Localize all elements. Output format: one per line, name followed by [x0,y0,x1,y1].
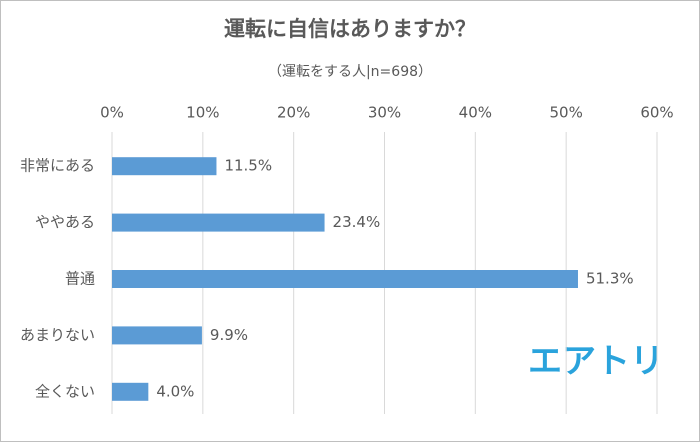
x-tick-label: 20% [277,104,310,122]
data-label: 4.0% [156,382,194,400]
y-tick-label: 非常にある [20,157,95,175]
watermark: エアトリ [528,342,664,382]
x-tick-label: 50% [549,104,582,122]
x-tick-label: 10% [186,104,219,122]
bar [112,382,149,401]
data-label: 51.3% [586,270,634,288]
bar [112,213,325,232]
bar [112,270,578,288]
data-label: 9.9% [210,326,248,344]
chart-subtitle: （運転をする人|n=698） [268,64,432,80]
chart-title: 運転に自信はありますか？ [224,17,476,41]
data-label: 11.5% [224,157,272,175]
bar [112,157,217,176]
x-tick-label: 40% [459,104,492,122]
data-label: 23.4% [333,213,381,231]
y-tick-label: ややある [35,213,95,231]
y-tick-label: あまりない [20,326,95,344]
y-tick-label: 全くない [35,382,95,400]
x-tick-label: 0% [100,104,124,122]
x-tick-label: 60% [640,104,673,122]
y-tick-label: 普通 [65,270,95,288]
bar [112,326,202,345]
x-tick-label: 30% [368,104,401,122]
